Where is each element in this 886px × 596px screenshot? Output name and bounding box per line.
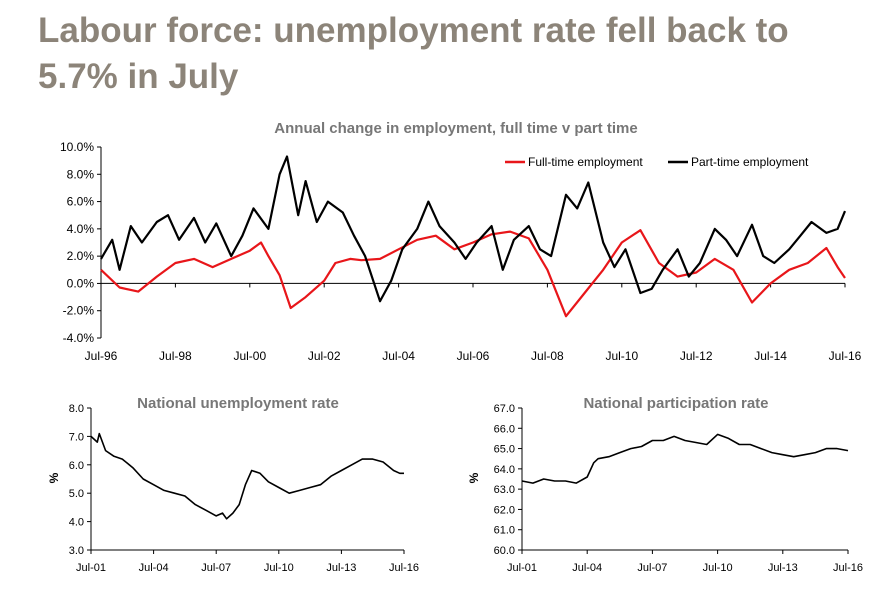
x-tick-label: Jul-02 bbox=[308, 349, 341, 363]
x-tick-label: Jul-06 bbox=[457, 349, 490, 363]
y-tick-label: 67.0 bbox=[494, 403, 515, 415]
y-tick-label: 6.0% bbox=[67, 195, 95, 209]
x-tick-label: Jul-04 bbox=[382, 349, 415, 363]
participation-rate-chart: National participation rate % 60.0 61.0 62… bbox=[467, 395, 863, 574]
x-tick-label: Jul-00 bbox=[233, 349, 266, 363]
participation-series bbox=[521, 433, 849, 484]
y-tick-label: 7.0 bbox=[69, 431, 84, 443]
legend-label-part-time: Part-time employment bbox=[691, 155, 809, 169]
y-tick-label: 66.0 bbox=[494, 423, 515, 435]
series-line-1 bbox=[100, 155, 847, 303]
y-tick-label: 2.0% bbox=[67, 249, 95, 263]
y-axis-label: % bbox=[47, 472, 61, 483]
series-line-0 bbox=[100, 229, 846, 318]
page-title: Labour force: unemployment rate fell bac… bbox=[38, 11, 789, 96]
x-tick-label: Jul-12 bbox=[680, 349, 713, 363]
y-tick-label: -2.0% bbox=[63, 304, 95, 318]
y-tick-label: 8.0 bbox=[69, 403, 84, 415]
x-tick-label: Jul-13 bbox=[768, 562, 798, 574]
unemployment-rate-chart: National unemployment rate % 3.0 4.0 5.0 6.… bbox=[47, 395, 419, 574]
y-tick-label: 4.0 bbox=[69, 517, 84, 529]
legend: Full-time employment Part-time employmen… bbox=[505, 155, 809, 169]
y-tick-label: -4.0% bbox=[63, 331, 95, 345]
x-tick-label: Jul-13 bbox=[326, 562, 356, 574]
x-tick-label: Jul-01 bbox=[507, 562, 537, 574]
x-tick-label: Jul-16 bbox=[389, 562, 419, 574]
x-tick-label: Jul-08 bbox=[531, 349, 564, 363]
x-tick-label: Jul-98 bbox=[159, 349, 192, 363]
x-tick-label: Jul-04 bbox=[572, 562, 602, 574]
chart-title: Annual change in employment, full time v… bbox=[274, 120, 637, 137]
x-tick-label: Jul-04 bbox=[139, 562, 169, 574]
series-line-0 bbox=[521, 433, 849, 484]
y-tick-label: 60.0 bbox=[494, 545, 515, 557]
participation-axes: 60.0 61.0 62.0 63.0 64.0 65.0 66.0 67.0 Jul-01 Ju… bbox=[494, 403, 863, 574]
unemployment-axes: 3.0 4.0 5.0 6.0 7.0 8.0 Jul-01 Jul-04 Jul-07 Jul-… bbox=[69, 403, 419, 574]
y-tick-label: 64.0 bbox=[494, 464, 515, 476]
x-tick-label: Jul-07 bbox=[637, 562, 667, 574]
x-tick-label: Jul-96 bbox=[85, 349, 118, 363]
employment-axes: -4.0% -2.0% 0.0% 2.0% 4.0% 6.0% 8.0% 10.0% Jul-9… bbox=[60, 140, 862, 363]
x-tick-label: Jul-07 bbox=[201, 562, 231, 574]
y-tick-label: 63.0 bbox=[494, 484, 515, 496]
y-tick-label: 10.0% bbox=[60, 140, 94, 154]
employment-series bbox=[100, 155, 847, 318]
x-tick-label: Jul-10 bbox=[703, 562, 733, 574]
x-tick-label: Jul-10 bbox=[605, 349, 638, 363]
unemployment-series bbox=[90, 432, 404, 520]
y-tick-label: 61.0 bbox=[494, 525, 515, 537]
series-line-0 bbox=[90, 432, 404, 520]
y-tick-label: 5.0 bbox=[69, 488, 84, 500]
y-axis-label: % bbox=[467, 472, 481, 483]
x-tick-label: Jul-10 bbox=[264, 562, 294, 574]
y-tick-label: 4.0% bbox=[67, 222, 95, 236]
y-tick-label: 3.0 bbox=[69, 545, 84, 557]
y-tick-label: 65.0 bbox=[494, 444, 515, 456]
y-tick-label: 0.0% bbox=[67, 276, 95, 290]
x-tick-label: Jul-16 bbox=[833, 562, 863, 574]
y-tick-label: 62.0 bbox=[494, 504, 515, 516]
chart-title: National participation rate bbox=[583, 395, 768, 412]
employment-change-chart: Annual change in employment, full time v… bbox=[60, 120, 862, 363]
x-tick-label: Jul-01 bbox=[76, 562, 106, 574]
x-tick-label: Jul-16 bbox=[829, 349, 862, 363]
legend-label-full-time: Full-time employment bbox=[528, 155, 643, 169]
y-tick-label: 6.0 bbox=[69, 460, 84, 472]
chart-title: National unemployment rate bbox=[137, 395, 339, 412]
x-tick-label: Jul-14 bbox=[754, 349, 787, 363]
y-tick-label: 8.0% bbox=[67, 167, 95, 181]
